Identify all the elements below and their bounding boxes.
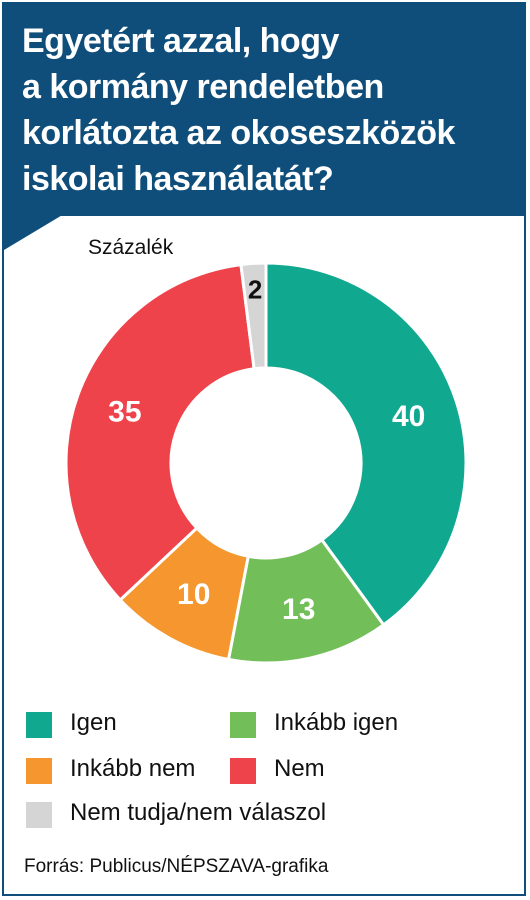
legend-label: Nem tudja/nem válaszol: [70, 799, 327, 826]
legend-label: Inkább igen: [274, 709, 399, 736]
donut-chart: 40 13 10 35 2: [64, 261, 468, 665]
chart-title: Egyetért azzal, hogy a kormány rendeletb…: [22, 18, 512, 202]
legend-swatch: [230, 758, 256, 784]
donut-label-inkabb-igen: 13: [282, 593, 315, 626]
legend-label: Igen: [70, 709, 117, 736]
donut-label-nem: 35: [108, 396, 141, 429]
donut-label-nem-tudja: 2: [248, 274, 262, 304]
speech-bubble-tail: [4, 214, 64, 250]
donut-label-igen: 40: [392, 400, 425, 433]
legend-swatch: [230, 712, 256, 738]
legend-label: Inkább nem: [70, 755, 196, 782]
title-line: iskolai használatát?: [22, 160, 334, 198]
donut-label-inkabb-nem: 10: [177, 578, 210, 611]
title-line: Egyetért azzal, hogy: [22, 22, 339, 60]
legend-swatch: [26, 758, 52, 784]
donut-slice-nem: [64, 262, 256, 603]
header-banner: Egyetért azzal, hogy a kormány rendeletb…: [4, 4, 524, 216]
legend-swatch: [26, 802, 52, 828]
donut-slice-igen: [264, 261, 468, 627]
source-credit: Forrás: Publicus/NÉPSZAVA-grafika: [24, 856, 329, 877]
title-line: korlátozta az okoseszközök: [22, 114, 455, 152]
legend-label: Nem: [274, 755, 325, 782]
unit-label: Százalék: [88, 236, 174, 259]
title-line: a kormány rendeletben: [22, 68, 384, 106]
legend-swatch: [26, 712, 52, 738]
donut-slice-nem-tudja: [239, 261, 268, 371]
